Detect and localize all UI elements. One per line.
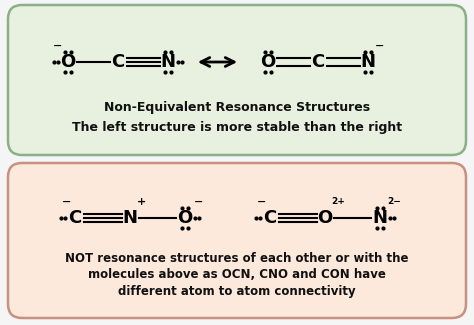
Text: The left structure is more stable than the right: The left structure is more stable than t…: [72, 122, 402, 135]
Text: different atom to atom connectivity: different atom to atom connectivity: [118, 285, 356, 298]
Text: −: −: [62, 197, 72, 207]
Text: N: N: [161, 53, 175, 71]
Text: N: N: [122, 209, 137, 227]
Text: C: C: [264, 209, 277, 227]
Text: O: O: [177, 209, 192, 227]
Text: −: −: [257, 197, 267, 207]
Text: O: O: [318, 209, 333, 227]
Text: O: O: [60, 53, 76, 71]
Text: 2−: 2−: [387, 198, 401, 206]
Text: C: C: [311, 53, 325, 71]
Text: −: −: [53, 41, 63, 51]
FancyBboxPatch shape: [8, 5, 466, 155]
Text: molecules above as OCN, CNO and CON have: molecules above as OCN, CNO and CON have: [88, 268, 386, 281]
Text: −: −: [194, 197, 204, 207]
Text: N: N: [361, 53, 375, 71]
Text: NOT resonance structures of each other or with the: NOT resonance structures of each other o…: [65, 252, 409, 265]
FancyBboxPatch shape: [8, 163, 466, 318]
Text: Non-Equivalent Resonance Structures: Non-Equivalent Resonance Structures: [104, 101, 370, 114]
Text: 2+: 2+: [331, 198, 345, 206]
Text: −: −: [375, 41, 385, 51]
Text: C: C: [111, 53, 125, 71]
Text: C: C: [68, 209, 82, 227]
Text: O: O: [260, 53, 275, 71]
Text: N: N: [373, 209, 388, 227]
Text: +: +: [137, 197, 146, 207]
